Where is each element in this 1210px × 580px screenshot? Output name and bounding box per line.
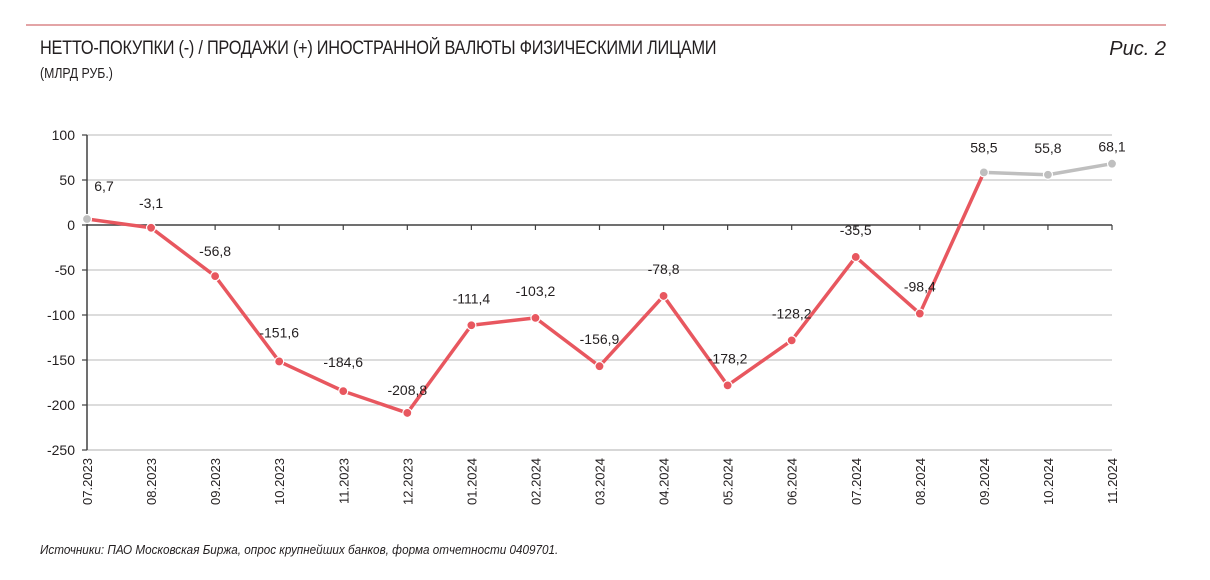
- data-label: -98,4: [904, 279, 936, 295]
- y-tick-label: -200: [47, 397, 75, 413]
- x-tick-label: 08.2024: [913, 458, 928, 505]
- y-axis: 100 50 0 -50 -100 -150 -200 -250: [47, 127, 88, 458]
- data-label: -184,6: [323, 354, 363, 370]
- y-tick-label: 0: [67, 217, 75, 233]
- x-tick-label: 02.2024: [528, 458, 543, 505]
- data-label: 68,1: [1098, 139, 1125, 155]
- y-tick-label: -150: [47, 352, 75, 368]
- data-point-marker: [978, 167, 989, 178]
- data-point-marker: [1042, 169, 1054, 180]
- y-tick-label: 100: [52, 127, 76, 143]
- data-label: -208,8: [387, 382, 427, 398]
- data-point-marker: [850, 251, 861, 263]
- data-point-marker: [658, 290, 669, 302]
- data-point-marker: [722, 380, 733, 391]
- line-segment: [213, 274, 281, 364]
- data-point-marker: [402, 407, 413, 419]
- line-segment: [469, 316, 538, 328]
- data-point-marker: [81, 213, 93, 225]
- x-tick-label: 06.2024: [785, 458, 800, 505]
- x-tick-label: 11.2023: [336, 458, 351, 504]
- data-label: -35,5: [840, 222, 872, 238]
- line-segment: [982, 170, 1050, 177]
- data-series: [81, 158, 1118, 419]
- data-point-marker: [914, 308, 925, 319]
- data-point-marker: [338, 386, 349, 397]
- chart-title: НЕТТО-ПОКУПКИ (-) / ПРОДАЖИ (+) ИНОСТРАН…: [40, 38, 717, 59]
- data-point-marker: [274, 356, 285, 367]
- data-label: 58,5: [970, 139, 997, 155]
- data-label: 55,8: [1034, 140, 1061, 156]
- line-segment: [661, 294, 730, 388]
- line-segment: [533, 316, 602, 368]
- data-label: -178,2: [708, 350, 748, 366]
- x-axis: 07.2023 08.2023 09.2023 10.2023 11.2023 12.20…: [80, 224, 1120, 505]
- x-tick-label: 01.2024: [464, 458, 479, 505]
- data-label: -128,2: [772, 305, 812, 321]
- chart-subtitle: (МЛРД РУБ.): [40, 65, 113, 82]
- source-note: Источники: ПАО Московская Биржа, опрос к…: [40, 542, 559, 557]
- data-label: -151,6: [259, 324, 299, 340]
- line-segment: [341, 389, 410, 415]
- data-label: -156,9: [580, 331, 620, 347]
- data-point-marker: [145, 222, 157, 233]
- data-labels: 6,7 -3,1 -56,8 -151,6 -184,6 -208,8 -111,4 -103…: [94, 139, 1126, 398]
- data-label: -78,8: [648, 261, 680, 277]
- x-tick-label: 07.2023: [80, 458, 95, 505]
- x-tick-label: 12.2023: [400, 458, 415, 505]
- x-tick-label: 11.2024: [1105, 458, 1120, 504]
- line-segment: [725, 338, 794, 388]
- y-tick-label: 50: [59, 172, 75, 188]
- x-tick-label: 03.2024: [593, 458, 608, 505]
- data-label: -3,1: [139, 195, 163, 211]
- data-point-marker: [1106, 158, 1118, 169]
- line-segment: [918, 170, 986, 316]
- data-point-marker: [786, 335, 797, 346]
- x-tick-label: 04.2024: [657, 458, 672, 505]
- data-label: -56,8: [199, 243, 231, 259]
- data-point-marker: [594, 361, 605, 372]
- line-segment: [149, 226, 217, 278]
- data-point-marker: [466, 320, 477, 331]
- x-tick-label: 08.2023: [144, 458, 159, 505]
- x-tick-label: 05.2024: [721, 458, 736, 505]
- line-segment: [405, 323, 474, 415]
- data-point-marker: [210, 271, 221, 282]
- x-tick-label: 09.2023: [208, 458, 223, 505]
- top-rule: [26, 24, 1166, 26]
- y-tick-label: -50: [55, 262, 75, 278]
- line-segment: [277, 359, 345, 393]
- data-label: 6,7: [94, 178, 114, 194]
- data-point-marker: [530, 312, 541, 323]
- line-segment: [854, 255, 922, 316]
- line-segment: [85, 217, 153, 230]
- x-tick-label: 10.2024: [1041, 458, 1056, 505]
- y-tick-label: -250: [47, 442, 75, 458]
- line-segment: [597, 294, 666, 368]
- gridlines: [87, 134, 1112, 451]
- x-tick-label: 10.2023: [272, 458, 287, 505]
- x-tick-label: 09.2024: [977, 458, 992, 505]
- x-tick-label: 07.2024: [849, 458, 864, 505]
- data-label: -111,4: [453, 290, 491, 306]
- figure-label: Рис. 2: [1109, 38, 1166, 60]
- data-label: -103,2: [516, 283, 556, 299]
- y-tick-label: -100: [47, 307, 75, 323]
- line-segment: [1046, 161, 1114, 177]
- line-segment: [789, 255, 858, 343]
